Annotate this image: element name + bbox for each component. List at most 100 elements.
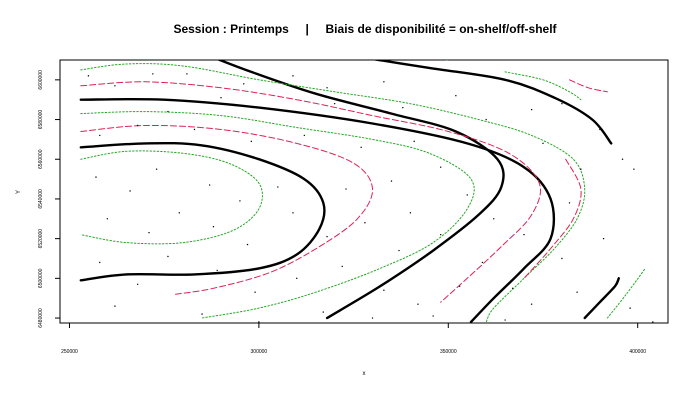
x-tick-label: 350000	[440, 349, 457, 355]
contour-lines	[79, 60, 646, 323]
data-point	[371, 317, 374, 319]
data-point	[485, 118, 487, 121]
data-point	[303, 134, 306, 137]
data-point	[136, 283, 139, 285]
data-point	[568, 202, 571, 204]
data-point	[390, 180, 393, 182]
data-point	[239, 200, 241, 202]
contour-line-band	[80, 150, 263, 245]
data-point	[341, 265, 343, 268]
data-point	[633, 168, 635, 170]
data-point	[580, 168, 582, 170]
data-point	[99, 261, 101, 264]
data-point	[413, 140, 415, 143]
data-point	[409, 212, 412, 214]
data-point	[87, 75, 90, 77]
data-point	[99, 134, 101, 137]
contour-line-alt	[523, 158, 582, 279]
data-point	[114, 305, 116, 307]
y-tick-label: 6540000	[38, 189, 44, 209]
contour-line-alt	[569, 79, 608, 93]
contour-line-band	[444, 60, 449, 61]
data-point	[167, 255, 169, 258]
data-point	[602, 237, 605, 240]
data-point	[530, 303, 533, 305]
data-point	[129, 190, 131, 192]
data-point	[186, 73, 188, 75]
data-point	[417, 303, 419, 305]
x-axis-title: x	[363, 371, 366, 377]
data-point	[398, 249, 400, 252]
chart-title: Session : Printemps | Biais de disponibi…	[173, 22, 557, 36]
data-point	[458, 285, 461, 287]
y-axis-title: Y	[16, 190, 22, 194]
data-point	[561, 102, 563, 105]
data-point	[432, 315, 434, 317]
data-point	[591, 309, 593, 311]
data-point	[216, 269, 218, 272]
data-point	[246, 243, 249, 246]
contour-line-band	[504, 71, 582, 101]
contour-line-band	[80, 63, 586, 323]
data-point	[455, 95, 457, 97]
x-tick-label: 250000	[61, 349, 78, 355]
data-point	[220, 97, 222, 99]
data-point	[333, 102, 336, 105]
data-point	[383, 81, 385, 83]
data-point	[322, 311, 324, 313]
data-point	[383, 289, 385, 291]
data-point	[364, 222, 366, 224]
data-point	[542, 142, 544, 145]
data-point	[360, 146, 362, 149]
data-point	[576, 291, 578, 293]
data-point	[511, 287, 514, 289]
data-point	[243, 83, 245, 85]
plot-frame	[59, 59, 669, 324]
data-point	[504, 319, 506, 321]
data-point	[481, 261, 484, 264]
data-point	[292, 212, 294, 214]
y-tick-label: 6480000	[38, 308, 44, 328]
y-tick-label: 6560000	[38, 149, 44, 169]
data-point	[136, 124, 139, 127]
data-point	[326, 235, 328, 238]
sample-points	[87, 73, 654, 323]
data-point	[254, 291, 256, 293]
data-point	[201, 313, 203, 315]
y-tick-label: 6580000	[38, 110, 44, 130]
contour-line-main	[79, 97, 556, 323]
contour-line-band	[80, 111, 475, 319]
data-point	[258, 321, 260, 323]
contour-line-band	[606, 267, 646, 319]
contour-line-main	[583, 277, 620, 320]
data-point	[629, 307, 631, 309]
data-point	[493, 218, 495, 220]
data-point	[155, 168, 158, 170]
x-tick-label: 300000	[251, 349, 268, 355]
data-point	[530, 108, 533, 111]
data-point	[167, 110, 169, 113]
contour-line-alt	[80, 81, 542, 303]
data-point	[292, 75, 294, 77]
y-tick-label: 6600000	[38, 70, 44, 90]
data-point	[95, 176, 97, 178]
data-point	[326, 87, 328, 89]
data-point	[493, 154, 495, 156]
data-point	[193, 128, 196, 131]
y-axis: 6480000 6500000 6520000 6540000 6560000 65800…	[38, 70, 60, 328]
data-point	[114, 85, 116, 87]
x-axis: 250000 300000 350000 400000	[61, 323, 646, 355]
data-point	[345, 188, 347, 190]
data-point	[208, 184, 211, 186]
data-point	[178, 212, 181, 214]
data-point	[250, 140, 253, 143]
data-point	[440, 166, 442, 168]
data-point	[561, 257, 563, 260]
data-point	[212, 226, 215, 228]
contour-line-main	[371, 60, 613, 145]
data-point	[106, 218, 109, 220]
data-point	[152, 73, 154, 75]
contour-line-alt	[80, 124, 374, 295]
data-point	[277, 186, 279, 188]
